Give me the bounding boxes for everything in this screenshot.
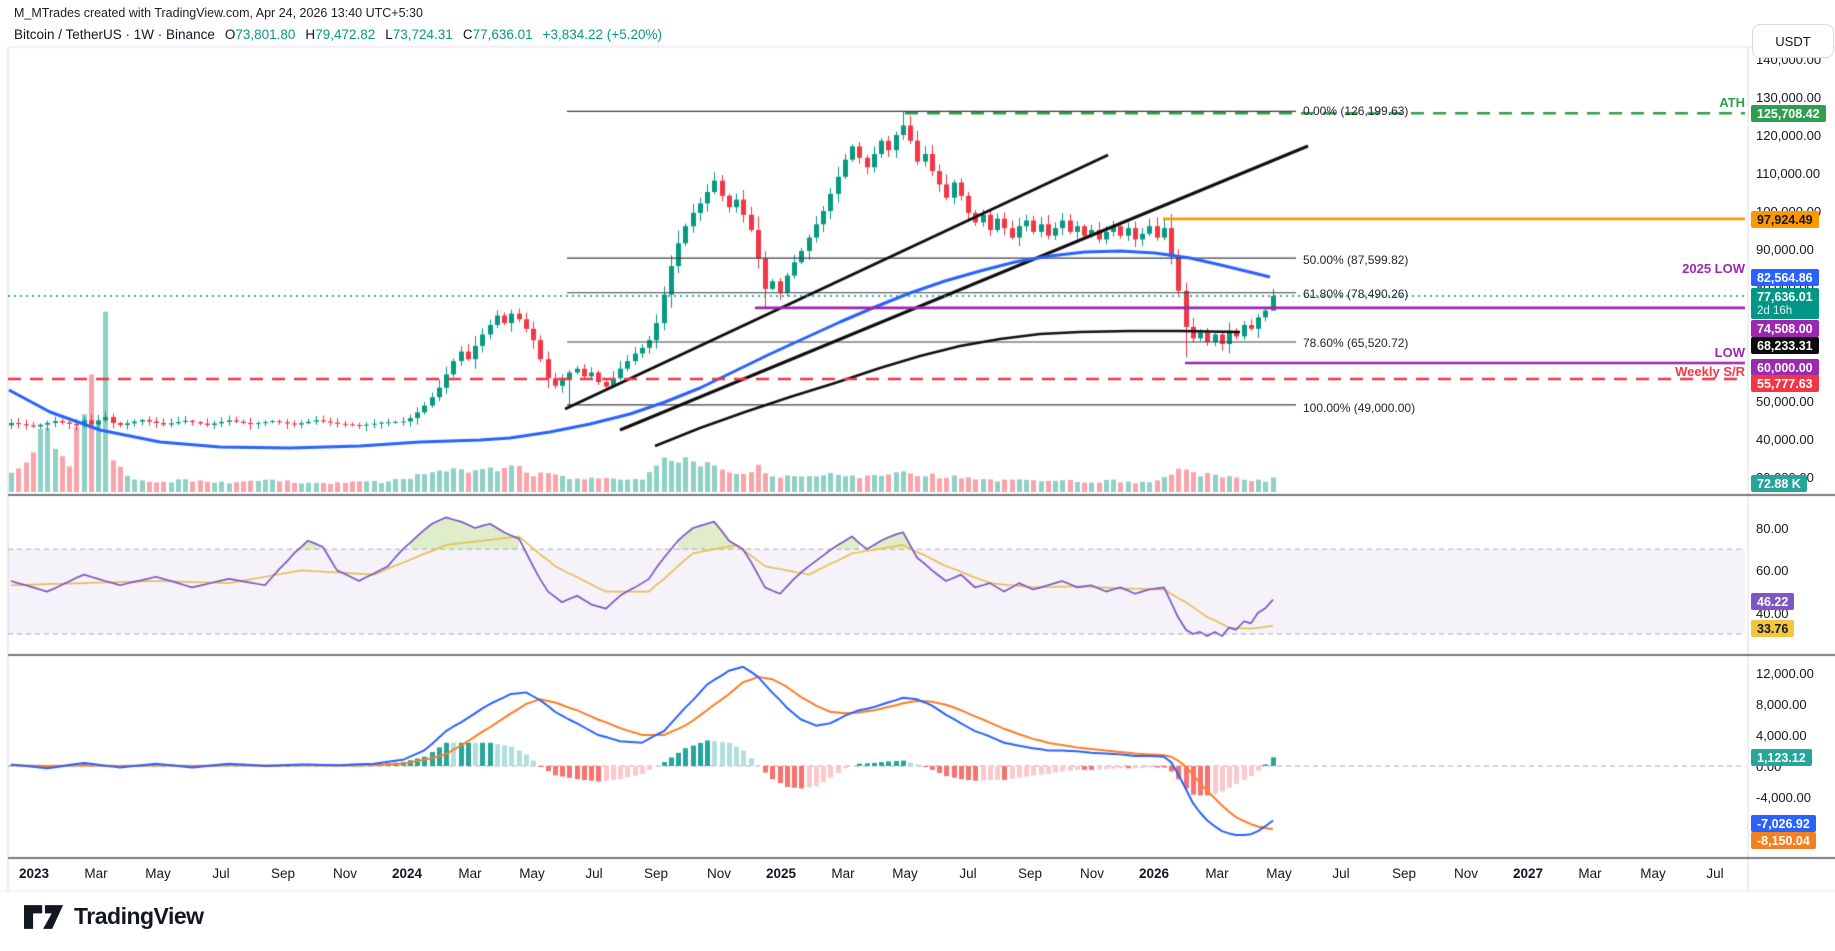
fib-level-label: 61.80% (78,490.26) <box>1303 287 1409 301</box>
price-chip: 55,777.63 <box>1751 375 1819 392</box>
time-tick: 2027 <box>1512 866 1544 881</box>
rsi-tick: 60.00 <box>1756 563 1789 578</box>
line-tag-low: LOW <box>1714 345 1745 360</box>
ohlc-item: O73,801.80 <box>224 27 296 42</box>
time-tick: May <box>145 866 171 881</box>
time-tick: Sep <box>270 866 296 881</box>
time-tick: Jul <box>1706 866 1724 881</box>
tradingview-logo[interactable]: TradingView <box>24 903 204 930</box>
time-tick: Sep <box>1017 866 1043 881</box>
time-tick: 2023 <box>18 866 50 881</box>
macd-tick: 12,000.00 <box>1756 666 1814 681</box>
ohlc-values: O73,801.80 H79,472.82 L73,724.31 C77,636.01 <box>215 27 533 42</box>
time-tick: Jul <box>585 866 603 881</box>
time-tick: Mar <box>1205 866 1229 881</box>
time-tick: Nov <box>1079 866 1105 881</box>
symbol-legend: Bitcoin / TetherUS · 1W · Binance O73,801… <box>14 27 662 42</box>
time-tick: Mar <box>84 866 108 881</box>
line-tag-weekly-s-r: Weekly S/R <box>1675 364 1745 379</box>
fib-level-label: 0.00% (126,199.63) <box>1303 104 1409 118</box>
macd-tick: 8,000.00 <box>1756 697 1807 712</box>
price-tick: 110,000.00 <box>1756 166 1821 181</box>
price-tick: 130,000.00 <box>1756 90 1822 105</box>
watermark-text: M_MTrades created with TradingView.com, … <box>14 6 423 20</box>
price-tick: 50,000.00 <box>1756 394 1814 409</box>
rsi-tick: 80.00 <box>1756 521 1789 536</box>
fib-level-label: 50.00% (87,599.82) <box>1303 253 1409 267</box>
time-tick: Nov <box>1453 866 1479 881</box>
time-tick: 2024 <box>391 866 423 881</box>
price-chip: 72.88 K <box>1751 475 1807 492</box>
time-tick: May <box>1266 866 1292 881</box>
price-chip: 125,708.42 <box>1751 105 1826 122</box>
time-tick: May <box>1640 866 1666 881</box>
price-chip: 74,508.00 <box>1751 320 1819 337</box>
time-tick: May <box>892 866 918 881</box>
tradingview-logo-icon <box>24 904 64 929</box>
price-tick: 120,000.00 <box>1756 128 1822 143</box>
time-tick: May <box>519 866 545 881</box>
price-chip: -7,026.92 <box>1751 815 1816 832</box>
price-chip: 1,123.12 <box>1751 749 1812 766</box>
tradingview-logo-text: TradingView <box>74 903 204 929</box>
time-tick: 2025 <box>765 866 797 881</box>
price-chip: 68,233.31 <box>1751 337 1819 354</box>
ohlc-item: H79,472.82 <box>305 27 376 42</box>
price-chip: 97,924.49 <box>1751 211 1819 228</box>
macd-tick: 4,000.00 <box>1756 728 1807 743</box>
price-tick: 40,000.00 <box>1756 432 1814 447</box>
price-chip: 60,000.00 <box>1751 359 1819 376</box>
time-tick: Nov <box>332 866 358 881</box>
countdown-label: 2d 16h <box>1757 304 1793 317</box>
time-tick: Sep <box>643 866 669 881</box>
price-chip: 82,564.86 <box>1751 269 1819 286</box>
time-tick: Mar <box>831 866 855 881</box>
change-value: +3,834.22 (+5.20%) <box>542 27 662 42</box>
price-chip: -8,150.04 <box>1751 832 1816 849</box>
time-tick: Nov <box>706 866 732 881</box>
symbol-title[interactable]: Bitcoin / TetherUS · 1W · Binance <box>14 27 215 42</box>
currency-toggle-button[interactable]: USDT <box>1752 24 1834 58</box>
price-chip: 33.76 <box>1751 620 1795 637</box>
time-tick: Mar <box>1578 866 1602 881</box>
line-tag-2025-low: 2025 LOW <box>1682 261 1745 276</box>
fib-level-label: 100.00% (49,000.00) <box>1303 401 1416 415</box>
line-tag-ath: ATH <box>1719 95 1745 110</box>
price-chip: 46.22 <box>1751 593 1795 610</box>
fib-level-label: 78.60% (65,520.72) <box>1303 336 1409 350</box>
time-tick: 2026 <box>1138 866 1170 881</box>
macd-tick: -4,000.00 <box>1756 790 1811 805</box>
time-tick: Mar <box>458 866 482 881</box>
ohlc-item: C77,636.01 <box>462 27 533 42</box>
price-chip: 77,636.01 2d 16h <box>1751 288 1819 319</box>
time-tick: Sep <box>1391 866 1417 881</box>
time-tick: Jul <box>212 866 230 881</box>
price-tick: 90,000.00 <box>1756 242 1814 257</box>
ohlc-item: L73,724.31 <box>385 27 453 42</box>
time-tick: Jul <box>1332 866 1350 881</box>
time-tick: Jul <box>959 866 977 881</box>
